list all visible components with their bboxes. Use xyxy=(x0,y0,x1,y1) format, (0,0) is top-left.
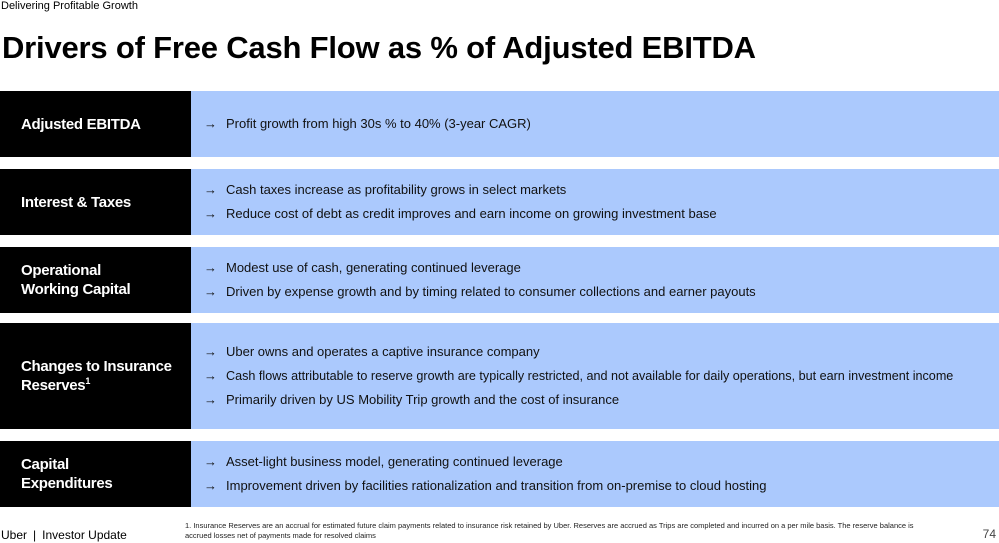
bullet-text: Uber owns and operates a captive insuran… xyxy=(226,344,540,359)
row-label: Capital Expenditures xyxy=(0,441,191,507)
row-label-text: Changes to Insurance Reserves xyxy=(21,358,172,394)
row-label: Changes to Insurance Reserves1 xyxy=(0,323,191,429)
arrow-right-icon: → xyxy=(204,116,217,131)
bullet-item: → Cash flows attributable to reserve gro… xyxy=(204,364,999,388)
bullet-text: Asset-light business model, generating c… xyxy=(226,454,563,469)
row-content: → Asset-light business model, generating… xyxy=(191,441,999,507)
bullet-item: → Modest use of cash, generating continu… xyxy=(204,256,999,280)
bullet-item: → Cash taxes increase as profitability g… xyxy=(204,178,999,202)
arrow-right-icon: → xyxy=(204,260,217,275)
row-label: Adjusted EBITDA xyxy=(0,91,191,157)
row-content: → Modest use of cash, generating continu… xyxy=(191,247,999,313)
arrow-right-icon: → xyxy=(204,392,217,407)
bullet-text: Cash taxes increase as profitability gro… xyxy=(226,182,567,197)
page-title: Drivers of Free Cash Flow as % of Adjust… xyxy=(2,30,756,65)
row-label: Interest & Taxes xyxy=(0,169,191,235)
footnote-text: 1. Insurance Reserves are an accrual for… xyxy=(185,521,914,540)
driver-row-operational-working-capital: Operational Working Capital → Modest use… xyxy=(0,247,999,313)
arrow-right-icon: → xyxy=(204,284,217,299)
driver-row-adjusted-ebitda: Adjusted EBITDA → Profit growth from hig… xyxy=(0,91,999,157)
bullet-item: → Asset-light business model, generating… xyxy=(204,450,999,474)
arrow-right-icon: → xyxy=(204,478,217,493)
footer-brand: Uber | Investor Update xyxy=(1,528,127,542)
bullet-item: → Uber owns and operates a captive insur… xyxy=(204,340,999,364)
bullet-text: Cash flows attributable to reserve growt… xyxy=(226,369,954,383)
arrow-right-icon: → xyxy=(204,206,217,221)
bullet-item: → Profit growth from high 30s % to 40% (… xyxy=(204,112,999,136)
arrow-right-icon: → xyxy=(204,368,217,383)
row-content: → Cash taxes increase as profitability g… xyxy=(191,169,999,235)
bullet-item: → Driven by expense growth and by timing… xyxy=(204,280,999,304)
row-label: Operational Working Capital xyxy=(0,247,191,313)
driver-row-capital-expenditures: Capital Expenditures → Asset-light busin… xyxy=(0,441,999,507)
row-label-wrap: Changes to Insurance Reserves1 xyxy=(21,357,181,395)
bullet-text: Modest use of cash, generating continued… xyxy=(226,260,521,275)
bullet-text: Primarily driven by US Mobility Trip gro… xyxy=(226,392,620,407)
row-label-text: Capital Expenditures xyxy=(21,456,113,492)
row-content: → Profit growth from high 30s % to 40% (… xyxy=(191,91,999,157)
driver-row-interest-taxes: Interest & Taxes → Cash taxes increase a… xyxy=(0,169,999,235)
bullet-item: → Primarily driven by US Mobility Trip g… xyxy=(204,388,999,412)
driver-row-insurance-reserves: Changes to Insurance Reserves1 → Uber ow… xyxy=(0,323,999,429)
arrow-right-icon: → xyxy=(204,344,217,359)
arrow-right-icon: → xyxy=(204,182,217,197)
brand-name: Uber xyxy=(1,528,28,542)
footnote-marker: 1 xyxy=(85,376,91,386)
bullet-text: Driven by expense growth and by timing r… xyxy=(226,284,756,299)
footer-section: Investor Update xyxy=(42,528,127,542)
row-content: → Uber owns and operates a captive insur… xyxy=(191,323,999,429)
row-label-text: Operational Working Capital xyxy=(21,262,131,298)
bullet-item: → Reduce cost of debt as credit improves… xyxy=(204,202,999,226)
eyebrow-text: Delivering Profitable Growth xyxy=(1,0,138,12)
page-number: 74 xyxy=(982,527,996,541)
bullet-text: Reduce cost of debt as credit improves a… xyxy=(226,206,717,221)
footer-separator: | xyxy=(33,528,37,542)
bullet-item: → Improvement driven by facilities ratio… xyxy=(204,474,999,498)
bullet-text: Improvement driven by facilities rationa… xyxy=(226,478,767,493)
row-label-text: Interest & Taxes xyxy=(21,193,131,211)
arrow-right-icon: → xyxy=(204,454,217,469)
row-label-text: Adjusted EBITDA xyxy=(21,115,141,133)
bullet-text: Profit growth from high 30s % to 40% (3-… xyxy=(226,116,531,131)
